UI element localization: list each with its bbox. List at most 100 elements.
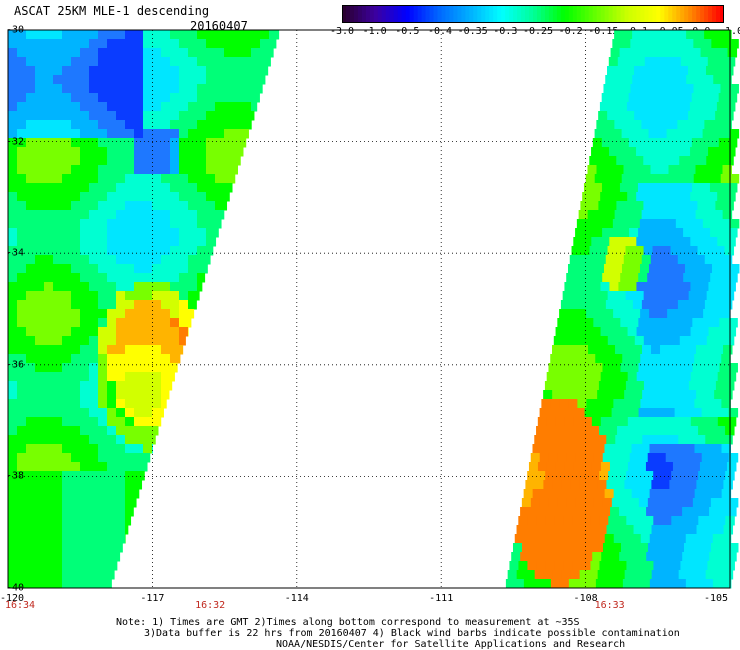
colorbar-segment bbox=[684, 5, 689, 23]
colorbar-segment bbox=[568, 5, 574, 23]
note-line-1: Note: 1) Times are GMT 2)Times along bot… bbox=[116, 617, 580, 628]
lat-label: -32 bbox=[6, 136, 25, 148]
colorbar-segment bbox=[497, 5, 502, 23]
colorbar-segment bbox=[409, 5, 415, 23]
colorbar-segment bbox=[517, 5, 522, 23]
colorbar-segment bbox=[612, 5, 618, 23]
colorbar-segment bbox=[417, 5, 423, 23]
colorbar-segment bbox=[668, 5, 673, 23]
colorbar-segment bbox=[652, 5, 657, 23]
colorbar-segment bbox=[600, 5, 606, 23]
colorbar-segment bbox=[664, 5, 669, 23]
colorbar-segment bbox=[660, 5, 665, 23]
colorbar-segment bbox=[441, 5, 447, 23]
lon-label: -111 bbox=[429, 593, 454, 604]
colorbar-segment bbox=[716, 5, 721, 23]
colorbar-label: -0.3 bbox=[493, 26, 518, 37]
colorbar bbox=[342, 5, 724, 23]
colorbar-segment bbox=[712, 5, 717, 23]
colorbar-segment bbox=[437, 5, 443, 23]
colorbar-segment bbox=[505, 5, 510, 23]
colorbar-segment bbox=[616, 5, 622, 23]
colorbar-segment bbox=[700, 5, 705, 23]
colorbar-segment bbox=[548, 5, 554, 23]
colorbar-label: -3.0 bbox=[329, 26, 355, 37]
colorbar-segment bbox=[509, 5, 514, 23]
grid-lines bbox=[8, 30, 730, 588]
colorbar-segment bbox=[465, 5, 470, 23]
colorbar-segment bbox=[445, 5, 451, 23]
colorbar-segment bbox=[421, 5, 427, 23]
colorbar-segment bbox=[525, 5, 530, 23]
colorbar-segment bbox=[640, 5, 646, 23]
colorbar-segment bbox=[481, 5, 486, 23]
colorbar-segment bbox=[493, 5, 498, 23]
colorbar-segment bbox=[433, 5, 439, 23]
swath-cells bbox=[8, 30, 740, 589]
colorbar-segment bbox=[556, 5, 562, 23]
note-line-3: NOAA/NESDIS/Center for Satellite Applica… bbox=[276, 639, 626, 650]
colorbar-segment bbox=[632, 5, 638, 23]
colorbar-segment bbox=[720, 5, 724, 23]
lat-label: -38 bbox=[6, 470, 25, 482]
time-label: 16:32 bbox=[195, 600, 226, 611]
colorbar-segment bbox=[449, 5, 455, 23]
colorbar-segment bbox=[576, 5, 582, 23]
colorbar-segment bbox=[361, 5, 367, 23]
colorbar-segment bbox=[385, 5, 391, 23]
colorbar-segment bbox=[477, 5, 482, 23]
time-label: 16:33 bbox=[594, 600, 625, 611]
colorbar-segment bbox=[521, 5, 526, 23]
colorbar-segment bbox=[473, 5, 478, 23]
colorbar-segment bbox=[588, 5, 594, 23]
lon-label: -117 bbox=[140, 593, 165, 604]
colorbar-segment bbox=[692, 5, 697, 23]
colorbar-segment bbox=[636, 5, 642, 23]
colorbar-segment bbox=[453, 5, 458, 23]
colorbar-segment bbox=[648, 5, 653, 23]
colorbar-segment bbox=[696, 5, 701, 23]
colorbar-label: -1.0 bbox=[362, 26, 387, 37]
colorbar-label: -0.5 bbox=[395, 26, 420, 37]
colorbar-segment bbox=[381, 5, 387, 23]
lon-label: -108 bbox=[573, 593, 598, 604]
colorbar-segment bbox=[469, 5, 474, 23]
colorbar-segment bbox=[342, 5, 347, 23]
colorbar-segment bbox=[373, 5, 379, 23]
colorbar-segment bbox=[572, 5, 578, 23]
colorbar-segment bbox=[680, 5, 685, 23]
colorbar-segment bbox=[604, 5, 610, 23]
colorbar-segment bbox=[377, 5, 383, 23]
note-line-2: 3)Data buffer is 22 hrs from 20160407 4)… bbox=[144, 628, 680, 639]
colorbar-label: -0.15 bbox=[588, 26, 619, 37]
colorbar-segment bbox=[592, 5, 598, 23]
colorbar-segment bbox=[580, 5, 586, 23]
colorbar-segment bbox=[429, 5, 435, 23]
colorbar-segment bbox=[369, 5, 375, 23]
colorbar-segment bbox=[672, 5, 677, 23]
colorbar-segment bbox=[628, 5, 634, 23]
colorbar-label: -0.2 bbox=[558, 26, 583, 37]
colorbar-segment bbox=[349, 5, 355, 23]
colorbar-label: -0.25 bbox=[522, 26, 554, 37]
colorbar-segment bbox=[345, 5, 351, 23]
lon-label: -120 bbox=[0, 593, 25, 604]
time-label: 16:34 bbox=[4, 600, 36, 611]
colorbar-segment bbox=[536, 5, 542, 23]
colorbar-segment bbox=[540, 5, 546, 23]
colorbar-segment bbox=[425, 5, 431, 23]
colorbar-segment bbox=[389, 5, 395, 23]
map-title: ASCAT 25KM MLE-1 descending bbox=[14, 4, 210, 18]
colorbar-segment bbox=[676, 5, 681, 23]
colorbar-segment bbox=[560, 5, 566, 23]
colorbar-segment bbox=[489, 5, 494, 23]
colorbar-segment bbox=[485, 5, 490, 23]
colorbar-segment bbox=[529, 5, 534, 23]
lat-label: -40 bbox=[6, 582, 25, 594]
lat-label: -30 bbox=[6, 24, 25, 36]
colorbar-segment bbox=[708, 5, 713, 23]
colorbar-segment bbox=[624, 5, 630, 23]
colorbar-segment bbox=[353, 5, 359, 23]
colorbar-segment bbox=[584, 5, 590, 23]
colorbar-segment bbox=[457, 5, 462, 23]
